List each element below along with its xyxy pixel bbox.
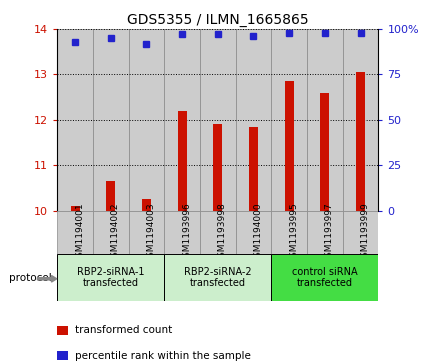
Bar bbox=[57, 254, 164, 301]
Bar bbox=[200, 211, 236, 254]
Bar bbox=[271, 211, 307, 254]
Bar bbox=[213, 124, 222, 211]
Bar bbox=[93, 29, 128, 211]
Bar bbox=[307, 29, 343, 211]
Text: control siRNA
transfected: control siRNA transfected bbox=[292, 267, 358, 289]
Bar bbox=[307, 211, 343, 254]
FancyArrow shape bbox=[37, 276, 57, 282]
Title: GDS5355 / ILMN_1665865: GDS5355 / ILMN_1665865 bbox=[127, 13, 308, 26]
Text: GSM1194002: GSM1194002 bbox=[111, 202, 120, 262]
Bar bbox=[236, 29, 271, 211]
Bar bbox=[285, 81, 293, 211]
Bar bbox=[164, 211, 200, 254]
Text: GSM1194003: GSM1194003 bbox=[147, 202, 155, 263]
Bar bbox=[142, 199, 151, 211]
Bar bbox=[343, 211, 378, 254]
Text: protocol: protocol bbox=[9, 273, 51, 283]
Text: GSM1193999: GSM1193999 bbox=[360, 202, 370, 263]
Text: GSM1194001: GSM1194001 bbox=[75, 202, 84, 263]
Bar bbox=[57, 29, 93, 211]
Bar bbox=[106, 181, 115, 211]
Bar bbox=[164, 254, 271, 301]
Bar bbox=[271, 29, 307, 211]
Bar bbox=[320, 93, 329, 211]
Bar bbox=[249, 127, 258, 211]
Bar bbox=[70, 206, 80, 211]
Bar bbox=[200, 29, 236, 211]
Bar bbox=[178, 111, 187, 211]
Text: GSM1193996: GSM1193996 bbox=[182, 202, 191, 263]
Bar bbox=[271, 254, 378, 301]
Bar bbox=[356, 72, 365, 211]
Text: GSM1193997: GSM1193997 bbox=[325, 202, 334, 263]
Text: GSM1194000: GSM1194000 bbox=[253, 202, 263, 263]
Text: RBP2-siRNA-1
transfected: RBP2-siRNA-1 transfected bbox=[77, 267, 144, 289]
Text: GSM1193998: GSM1193998 bbox=[218, 202, 227, 263]
Bar bbox=[128, 29, 164, 211]
Bar bbox=[236, 211, 271, 254]
Bar bbox=[93, 211, 128, 254]
Bar bbox=[343, 29, 378, 211]
Text: GSM1193995: GSM1193995 bbox=[289, 202, 298, 263]
Text: RBP2-siRNA-2
transfected: RBP2-siRNA-2 transfected bbox=[184, 267, 252, 289]
Bar bbox=[164, 29, 200, 211]
Bar bbox=[128, 211, 164, 254]
Text: percentile rank within the sample: percentile rank within the sample bbox=[75, 351, 251, 361]
Text: transformed count: transformed count bbox=[75, 325, 172, 335]
Bar bbox=[57, 211, 93, 254]
